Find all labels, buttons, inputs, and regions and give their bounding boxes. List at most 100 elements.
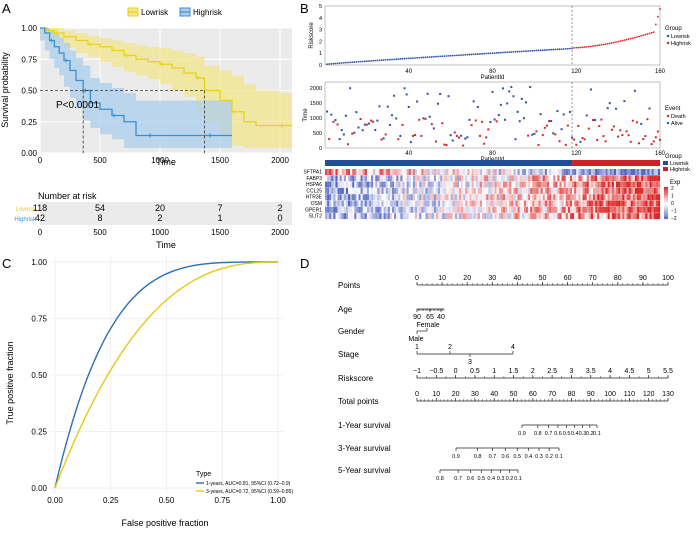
riskscore-point [368, 60, 370, 62]
heatmap-cell [381, 181, 384, 188]
heatmap-cell [538, 194, 541, 201]
heatmap-cell [641, 213, 644, 220]
heatmap-cell [482, 213, 485, 220]
heatmap-cell [599, 206, 602, 213]
time-ylabel: Time [303, 108, 309, 122]
heatmap-cell [410, 187, 414, 194]
heatmap-cell [507, 187, 510, 194]
time-point [458, 136, 460, 139]
heatmap-cell [333, 206, 336, 213]
heatmap-cell [343, 206, 347, 213]
heatmap-cell [448, 169, 451, 175]
heatmap-cell [657, 181, 661, 188]
heatmap-cell [463, 194, 466, 201]
heatmap-cell [534, 206, 537, 213]
heatmap-cell [657, 175, 661, 182]
heatmap-cell [348, 200, 351, 207]
heatmap-cell [394, 169, 397, 175]
heatmap-cell [484, 169, 487, 175]
heatmap-cell [523, 194, 527, 201]
heatmap-cell [348, 213, 351, 220]
heatmap-cell [339, 194, 342, 201]
heatmap-cell [555, 175, 558, 182]
heatmap-cell [438, 169, 441, 175]
heatmap-cell [350, 200, 353, 207]
heatmap-cell [603, 187, 606, 194]
heatmap-cell [494, 206, 497, 213]
risk-cell: 1 [217, 213, 222, 223]
riskscore-point [531, 49, 534, 52]
heatmap-cell [498, 194, 501, 201]
heatmap-cell [590, 200, 594, 207]
heatmap-cell [593, 206, 596, 213]
heatmap-cell [599, 181, 602, 188]
heatmap-cell [519, 194, 522, 201]
heatmap-cell [343, 194, 347, 201]
heatmap-gene-label: HTR3E [306, 195, 323, 201]
heatmap-cell [341, 187, 344, 194]
heatmap-cell [354, 175, 357, 182]
heatmap-cell [643, 175, 646, 182]
time-legend-title: Event [665, 106, 681, 112]
riskscore-point [575, 46, 578, 49]
heatmap-cell [599, 194, 602, 201]
time-point [363, 123, 366, 126]
heatmap-cell [467, 200, 470, 207]
time-point [644, 135, 647, 138]
heatmap-cell [469, 200, 472, 207]
riskscore-point [399, 58, 402, 60]
heatmap-cell [446, 200, 449, 207]
heatmap-cell [389, 169, 393, 175]
heatmap-cell [555, 181, 558, 188]
heatmap-exp-gradient [664, 196, 668, 199]
heatmap-cell [505, 213, 508, 220]
heatmap-cell [498, 213, 501, 220]
heatmap-cell [511, 181, 514, 188]
heatmap-cell [655, 181, 659, 188]
time-point [424, 117, 427, 120]
heatmap-cell [559, 206, 562, 213]
heatmap-cell [373, 175, 376, 182]
heatmap-cell [528, 187, 531, 194]
heatmap-cell [431, 181, 434, 188]
heatmap-cell [643, 200, 646, 207]
heatmap-cell [565, 206, 568, 213]
riskscore-point [359, 60, 362, 63]
risk-xtick: 500 [93, 228, 107, 237]
heatmap-cell [486, 181, 489, 188]
heatmap-cell [337, 175, 340, 182]
riskscore-point [453, 54, 456, 57]
heatmap-cell [438, 200, 441, 207]
heatmap-cell [471, 206, 474, 213]
heatmap-cell [343, 181, 347, 188]
heatmap-cell [515, 213, 518, 220]
heatmap-gene-label: SLIT2 [309, 214, 323, 220]
heatmap-cell [609, 213, 612, 220]
heatmap-cell [655, 187, 659, 194]
heatmap-cell [482, 169, 485, 175]
heatmap-cell [582, 169, 585, 175]
panel-label-c: C [2, 256, 11, 271]
heatmap-cell [628, 187, 631, 194]
heatmap-cell [331, 213, 334, 220]
heatmap-cell [412, 200, 416, 207]
heatmap-cell [517, 206, 520, 213]
heatmap-cell [645, 175, 648, 182]
nomogram-tick-label: 0.3 [497, 476, 505, 482]
heatmap-cell [360, 213, 363, 220]
heatmap-cell [622, 181, 625, 188]
heatmap-cell [500, 175, 504, 182]
heatmap-cell [561, 206, 564, 213]
heatmap-cell [354, 194, 357, 201]
riskscore-point [345, 61, 347, 64]
heatmap-cell [385, 187, 388, 194]
heatmap-cell [611, 206, 615, 213]
heatmap-cell [655, 194, 659, 201]
heatmap-cell [549, 194, 552, 201]
time-point [365, 123, 368, 126]
heatmap-cell [339, 206, 342, 213]
heatmap-cell [557, 206, 560, 213]
risk-xtick: 0 [38, 228, 43, 237]
heatmap-cell [601, 169, 604, 175]
heatmap-cell [446, 213, 449, 220]
